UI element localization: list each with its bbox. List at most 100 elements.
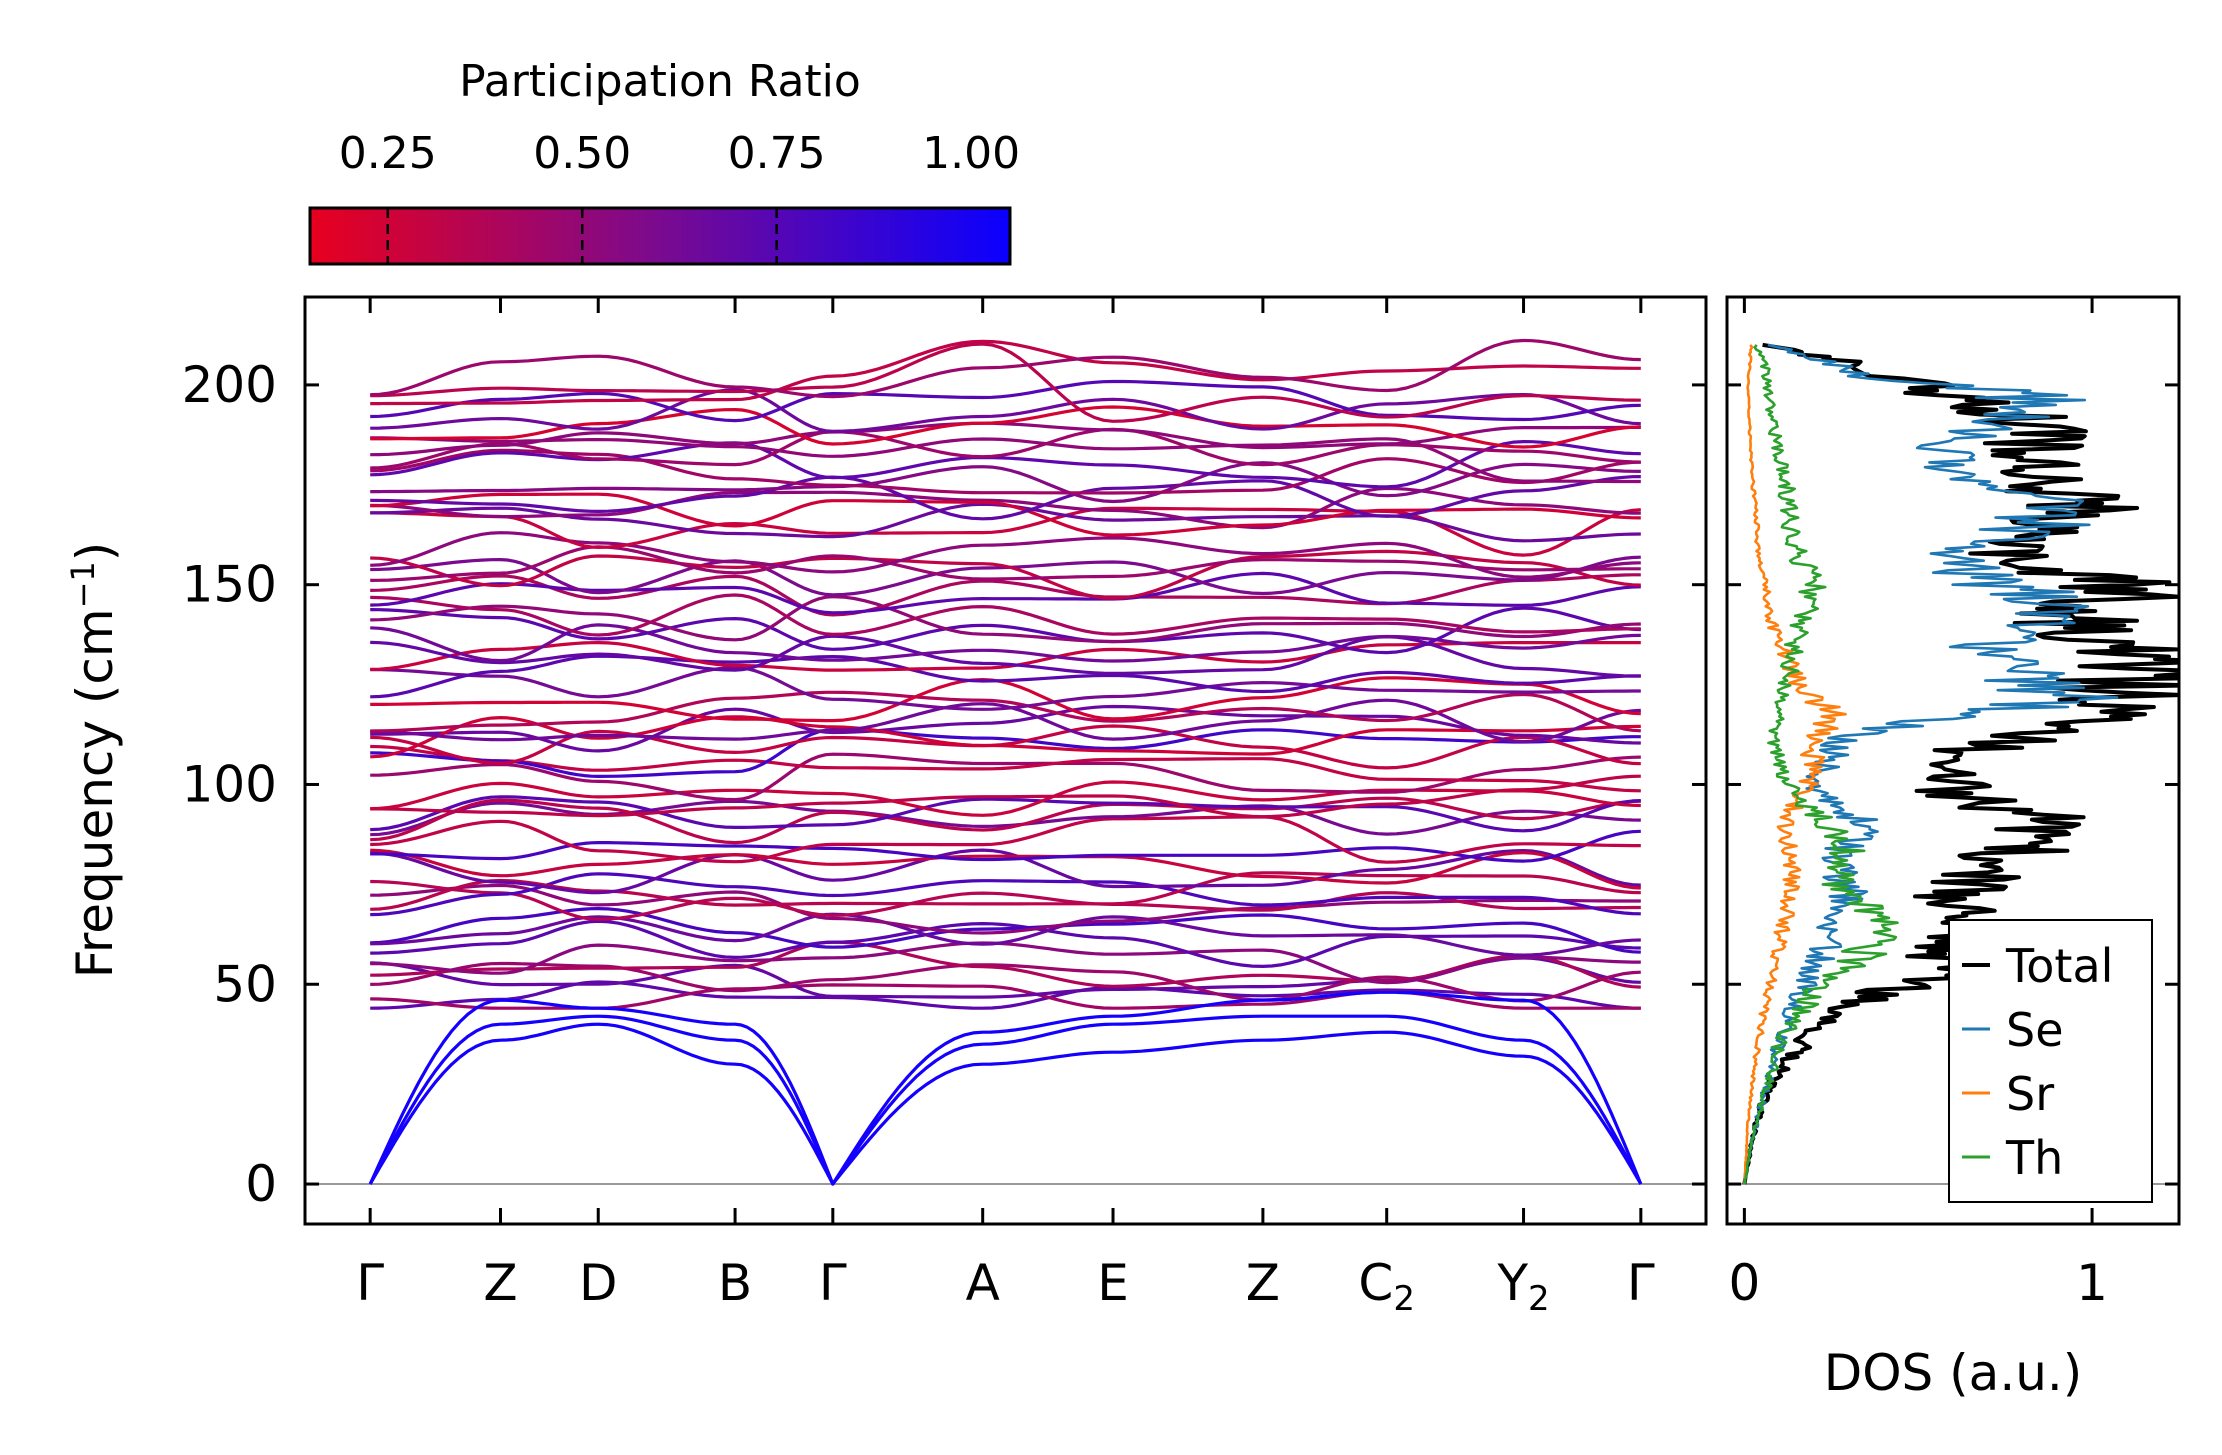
optical-band xyxy=(370,676,1641,723)
kpoint-label: C2 xyxy=(1358,1254,1415,1319)
optical-band xyxy=(370,634,1641,678)
optical-band xyxy=(370,796,1641,845)
dos-tick-label: 0 xyxy=(1728,1254,1760,1312)
optical-band xyxy=(370,338,1641,399)
acoustic-band xyxy=(368,1022,1643,1186)
optical-band xyxy=(370,545,1641,582)
optical-band xyxy=(370,883,1641,935)
kpoint-label: Γ xyxy=(1627,1254,1655,1312)
optical-band xyxy=(370,848,1641,890)
kpoint-labels: Γ Z D B Γ A E Z C2 Y2 Γ xyxy=(356,1254,1655,1319)
frequency-tick-labels: 0 50 100 150 200 xyxy=(182,356,277,1213)
optical-band xyxy=(370,912,1641,957)
dos-axis-ticks xyxy=(1727,297,2179,1224)
optical-band xyxy=(370,940,1641,989)
optical-band xyxy=(370,606,1641,655)
optical-band xyxy=(370,654,1641,699)
dos-axes-frame xyxy=(1725,295,2181,1226)
acoustic-band xyxy=(368,1014,1643,1186)
kpoint-label: E xyxy=(1097,1254,1129,1312)
acoustic-band xyxy=(368,990,1643,1186)
optical-band xyxy=(370,342,1641,423)
legend-label: Th xyxy=(2005,1131,2063,1185)
optical-band xyxy=(370,728,1641,778)
colorbar: Participation Ratio 0.25 0.50 0.75 1.00 xyxy=(308,56,1020,266)
frequency-tick-label: 0 xyxy=(245,1155,277,1213)
optical-band xyxy=(370,339,1641,406)
frequency-tick-label: 200 xyxy=(182,356,277,414)
legend-label: Se xyxy=(2006,1003,2064,1057)
optical-band xyxy=(370,780,1641,817)
legend-items: Total Se Sr Th xyxy=(1962,939,2113,1185)
optical-band xyxy=(370,980,1641,1010)
optical-band xyxy=(370,907,1641,954)
optical-band xyxy=(370,715,1641,759)
dos-series-sr xyxy=(1743,344,1847,1185)
optical-band xyxy=(370,595,1641,644)
optical-band xyxy=(370,941,1641,985)
optical-band xyxy=(370,752,1641,802)
optical-band xyxy=(370,388,1641,433)
optical-band xyxy=(370,871,1641,911)
kpoint-label: D xyxy=(579,1254,618,1312)
optical-band xyxy=(370,698,1641,744)
legend-label: Total xyxy=(2005,939,2113,993)
dos-tick-label: 1 xyxy=(2076,1254,2108,1312)
frequency-tick-label: 50 xyxy=(213,955,277,1013)
optical-band xyxy=(370,486,1641,530)
frequency-tick-label: 100 xyxy=(182,755,277,813)
kpoint-label: Y2 xyxy=(1496,1254,1549,1319)
band-structure-panel: 0 50 100 150 200 Γ Z D B Γ A E Z C2 Y2 Γ Frequency (cm… xyxy=(64,295,1708,1319)
optical-band xyxy=(370,919,1641,968)
dos-legend: Total Se Sr Th xyxy=(1948,919,2153,1203)
band-axis-ticks xyxy=(305,297,1706,1224)
kpoint-label: A xyxy=(966,1254,1000,1312)
optical-band xyxy=(370,573,1641,617)
colorbar-tick-label: 0.25 xyxy=(339,128,437,179)
optical-band xyxy=(370,799,1641,837)
optical-band xyxy=(370,815,1641,864)
optical-band xyxy=(370,448,1641,495)
optical-band xyxy=(370,704,1641,753)
optical-band xyxy=(370,593,1641,637)
kpoint-label: Γ xyxy=(819,1254,847,1312)
frequency-axis-title: Frequency (cm−1) xyxy=(64,542,124,979)
optical-band xyxy=(370,744,1641,793)
optical-band xyxy=(370,571,1641,615)
optical-band xyxy=(370,666,1641,711)
colorbar-tick-label: 1.00 xyxy=(922,128,1020,179)
optical-band xyxy=(370,872,1641,917)
optical-band xyxy=(370,379,1641,423)
dos-axis-title: DOS (a.u.) xyxy=(1824,1344,2083,1402)
kpoint-label: Γ xyxy=(356,1254,384,1312)
optical-band xyxy=(370,549,1641,600)
colorbar-title: Participation Ratio xyxy=(459,56,861,107)
band-axes-frame xyxy=(303,295,1708,1226)
optical-band xyxy=(370,436,1641,484)
colorbar-tick-label: 0.50 xyxy=(533,128,631,179)
optical-band xyxy=(370,461,1641,504)
optical-bands xyxy=(370,338,1641,1010)
dos-series-th xyxy=(1743,344,1899,1185)
dos-series-lines xyxy=(1742,342,2179,1185)
optical-band xyxy=(370,829,1641,863)
optical-band xyxy=(370,555,1641,597)
colorbar-tick-label: 0.75 xyxy=(728,128,826,179)
kpoint-label: B xyxy=(718,1254,752,1312)
colorbar-ticks xyxy=(386,208,778,264)
colorbar-bar xyxy=(308,206,1012,266)
optical-band xyxy=(370,848,1641,895)
optical-band xyxy=(370,690,1641,733)
optical-band xyxy=(370,427,1641,470)
dos-series-total xyxy=(1742,342,2179,1185)
optical-band xyxy=(370,475,1641,521)
optical-band xyxy=(370,774,1641,819)
legend-label: Sr xyxy=(2006,1067,2054,1121)
optical-band xyxy=(370,961,1641,1003)
acoustic-bands xyxy=(368,990,1643,1186)
optical-band xyxy=(370,795,1641,833)
kpoint-label: Z xyxy=(1246,1254,1280,1312)
